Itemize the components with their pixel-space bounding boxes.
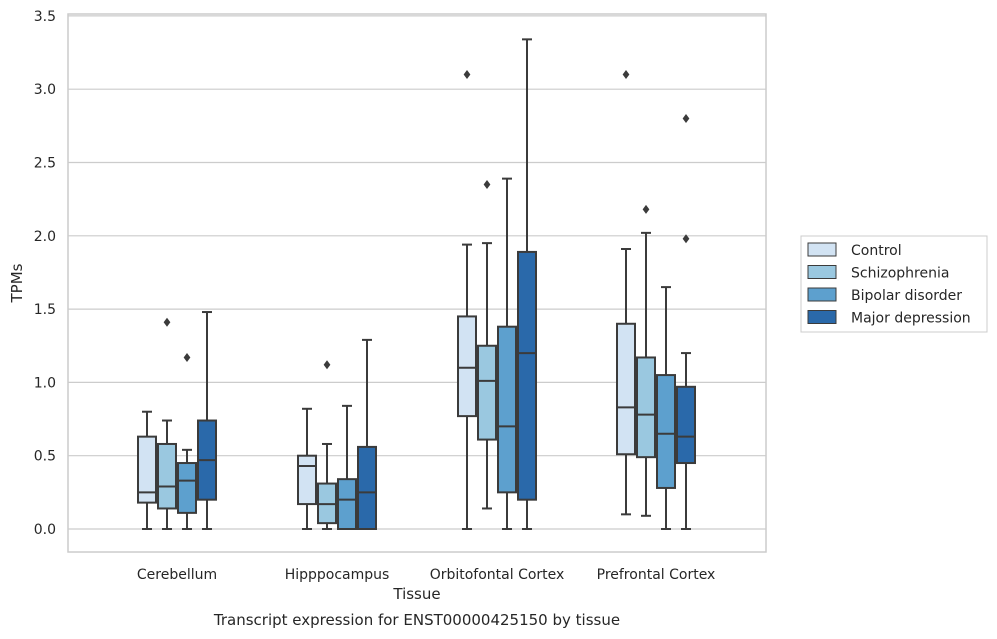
chart-caption: Transcript expression for ENST0000042515…	[213, 611, 620, 629]
y-tick-label: 1.5	[34, 302, 56, 318]
x-tick-label: Orbitofontal Cortex	[430, 567, 565, 583]
box-control	[137, 410, 157, 530]
x-axis-title: Tissue	[392, 585, 440, 603]
x-axis-ticks: Cerebellum Hipppocampus Orbitofontal Corte…	[137, 567, 715, 583]
box-schizophrenia	[636, 204, 656, 517]
box-bipolar-disorder	[337, 404, 357, 531]
box-control	[297, 407, 317, 530]
box-bipolar-disorder	[656, 286, 676, 530]
box-iqr	[297, 454, 317, 506]
box-schizophrenia	[157, 317, 177, 530]
y-tick-label: 0.5	[34, 449, 56, 465]
plot-frame	[67, 13, 767, 553]
box-iqr	[177, 462, 197, 514]
box-iqr	[656, 374, 676, 489]
y-tick-label: 2.0	[34, 229, 56, 245]
box-iqr	[517, 250, 537, 501]
outlier-point	[622, 70, 630, 80]
legend-swatch	[807, 242, 837, 257]
outlier-point	[682, 114, 690, 124]
box-bipolar-disorder	[497, 177, 517, 530]
box-iqr	[337, 478, 357, 531]
legend-swatch	[807, 310, 837, 324]
y-tick-label: 2.5	[34, 156, 56, 172]
box-major-depression	[676, 114, 696, 530]
box-iqr	[137, 435, 157, 504]
box-schizophrenia	[477, 179, 497, 510]
y-axis-ticks: 0.0 0.5 1.0 1.5 2.0 2.5 3.0 3.5	[34, 9, 56, 538]
legend-label: Bipolar disorder	[851, 288, 962, 304]
legend-label: Schizophrenia	[851, 266, 949, 282]
box-groups	[137, 38, 696, 531]
box-iqr	[497, 325, 517, 494]
box-control	[616, 70, 636, 516]
box-iqr	[357, 445, 377, 530]
box-major-depression	[197, 311, 217, 530]
outlier-point	[682, 234, 690, 244]
box-iqr	[616, 322, 636, 456]
y-tick-label: 3.0	[34, 82, 56, 98]
box-iqr	[157, 442, 177, 510]
legend-label: Control	[851, 243, 902, 259]
legend-label: Major depression	[851, 311, 971, 327]
legend-swatch	[807, 265, 837, 279]
y-tick-label: 1.0	[34, 375, 56, 391]
outlier-point	[642, 204, 650, 214]
outlier-point	[463, 70, 471, 80]
box-schizophrenia	[317, 360, 337, 530]
box-iqr	[636, 356, 656, 459]
y-tick-label: 0.0	[34, 522, 56, 538]
y-axis-title: TPMs	[8, 263, 26, 303]
outlier-point	[163, 317, 171, 327]
box-control	[457, 70, 477, 530]
box-major-depression	[517, 38, 537, 530]
box-iqr	[477, 344, 497, 441]
legend-swatch	[807, 287, 837, 302]
box-iqr	[457, 315, 477, 418]
x-tick-label: Hipppocampus	[285, 567, 390, 583]
outlier-point	[183, 352, 191, 362]
box-bipolar-disorder	[177, 352, 197, 530]
y-tick-label: 3.5	[34, 9, 56, 25]
x-tick-label: Prefrontal Cortex	[597, 567, 716, 583]
legend: Control Schizophrenia Bipolar disorder Majo…	[800, 235, 988, 333]
box-iqr	[676, 385, 696, 465]
box-major-depression	[357, 338, 377, 530]
outlier-point	[483, 179, 491, 189]
outlier-point	[323, 360, 331, 370]
x-tick-label: Cerebellum	[137, 567, 217, 583]
